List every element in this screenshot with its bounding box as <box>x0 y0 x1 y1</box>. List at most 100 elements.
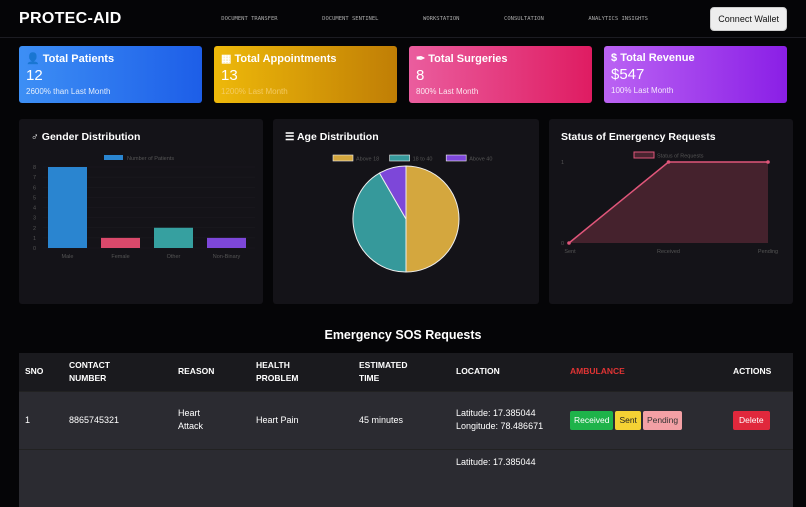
col-ambulance: AMBULANCE <box>570 366 625 377</box>
legend-label: 18 to 40 <box>413 157 433 163</box>
legend-label: Number of Patients <box>127 156 174 162</box>
legend-label: Status of Requests <box>657 154 704 160</box>
pie-slice <box>352 172 407 273</box>
cake-icon: ☰ <box>285 131 295 143</box>
gender-icon: ♂ <box>31 131 39 143</box>
pending-button[interactable]: Pending <box>642 410 683 430</box>
y-tick-label: 1 <box>561 160 564 166</box>
data-point <box>567 241 571 245</box>
area-fill <box>569 162 768 243</box>
table-row: 1 8865745321 Heart Attack Heart Pain 45 … <box>19 390 793 449</box>
col-contact: CONTACT NUMBER <box>69 359 110 383</box>
panel-title: Gender Distribution <box>41 131 141 143</box>
legend-swatch <box>633 151 655 159</box>
x-tick-label: Female <box>111 254 129 260</box>
y-tick-label: 6 <box>33 185 36 191</box>
cell-time: 45 minutes <box>353 390 450 449</box>
card-total-revenue: $ Total Revenue $547 100% Last Month <box>604 46 787 103</box>
y-tick-label: 0 <box>33 246 36 252</box>
age-panel: ☰ Age Distribution Above 18 18 to 40 Above… <box>273 119 539 304</box>
x-tick-label: Pending <box>758 249 778 255</box>
col-estimated-time: ESTIMATED TIME <box>359 359 408 383</box>
legend-swatch <box>104 155 123 160</box>
x-tick-label: Non-Binary <box>213 254 241 260</box>
col-actions: ACTIONS <box>733 366 772 377</box>
calendar-icon: ▦ <box>221 53 232 65</box>
pie-slice <box>378 165 407 221</box>
col-sno: SNO <box>25 366 44 377</box>
y-tick-label: 1 <box>33 236 36 242</box>
legend-swatch <box>389 154 410 162</box>
status-panel: Status of Emergency Requests Status of R… <box>549 119 793 304</box>
card-total-patients: 👤 Total Patients 12 2600% than Last Mont… <box>19 46 202 103</box>
data-point <box>666 160 671 164</box>
status-chart: Status of Requests 0 1 Sent Received Pending <box>561 151 778 255</box>
nav-analytics-insights[interactable]: Analytics Insights <box>588 15 648 22</box>
card-sub: 1200% Last Month <box>221 87 288 96</box>
nav-consultation[interactable]: Consultation <box>504 15 544 22</box>
table-row: Latitude: 17.385044 <box>19 448 793 507</box>
sos-table: SNO CONTACT NUMBER REASON HEALTH PROBLEM… <box>19 353 793 507</box>
panel-title: Status of Emergency Requests <box>561 131 716 143</box>
cell-ambulance: Received Sent Pending <box>564 390 727 449</box>
connect-wallet-button[interactable]: Connect Wallet <box>710 6 787 31</box>
legend-swatch <box>445 154 467 162</box>
card-sub: 100% Last Month <box>611 86 674 95</box>
y-tick-label: 5 <box>33 195 36 201</box>
sent-button[interactable]: Sent <box>615 410 641 430</box>
card-title: Total Patients <box>42 53 115 65</box>
sos-title: Emergency SOS Requests <box>324 328 482 342</box>
card-value: 12 <box>26 67 43 84</box>
cell-reason: Heart Attack <box>172 390 250 449</box>
x-tick-label: Other <box>167 254 181 260</box>
cell-location: Latitude: 17.385044 Longitude: 78.486671 <box>450 390 564 449</box>
col-reason: REASON <box>178 366 215 377</box>
col-location: LOCATION <box>456 366 500 377</box>
bar <box>207 237 246 248</box>
cell-sno: 1 <box>19 390 63 449</box>
col-health-problem: HEALTH PROBLEM <box>256 359 299 383</box>
x-tick-label: Sent <box>564 249 576 255</box>
y-tick-label: 7 <box>33 175 36 181</box>
logo[interactable]: PROTEC-AID <box>19 9 122 27</box>
bar <box>101 237 140 248</box>
legend-swatch <box>332 154 354 162</box>
card-sub: 2600% than Last Month <box>26 87 111 96</box>
pie-slice <box>405 165 460 273</box>
card-title: Total Surgeries <box>428 53 508 65</box>
cell-location: Latitude: 17.385044 <box>450 448 564 507</box>
bar <box>154 227 193 248</box>
syringe-icon: ✒ <box>416 53 426 65</box>
dollar-icon: $ <box>611 52 618 64</box>
y-tick-label: 8 <box>33 165 36 171</box>
data-point <box>766 160 770 164</box>
received-button[interactable]: Received <box>570 410 614 430</box>
x-tick-label: Male <box>62 254 74 260</box>
gender-chart: Number of Patients 0 1 2 3 4 5 6 7 8 Male Female Oth… <box>33 155 255 260</box>
nav-document-sentinel[interactable]: Document Sentinel <box>322 15 379 22</box>
bar <box>48 167 87 248</box>
age-chart: Above 18 18 to 40 Above 40 <box>332 154 492 273</box>
card-title: Total Appointments <box>234 53 337 65</box>
card-title: Total Revenue <box>620 52 695 64</box>
latitude: Latitude: 17.385044 <box>456 456 536 467</box>
legend-label: Above 40 <box>469 157 492 163</box>
card-total-appointments: ▦ Total Appointments 13 1200% Last Month <box>214 46 397 103</box>
nav-document-transfer[interactable]: Document Transfer <box>221 15 278 22</box>
gender-panel: ♂ Gender Distribution Number of Patients… <box>19 119 263 304</box>
panel-title: Age Distribution <box>296 131 379 143</box>
card-sub: 800% Last Month <box>416 87 479 96</box>
y-tick-label: 3 <box>33 216 36 222</box>
longitude: Longitude: 78.486671 <box>456 421 544 431</box>
card-total-surgeries: ✒ Total Surgeries 8 800% Last Month <box>409 46 592 103</box>
x-tick-label: Received <box>657 249 680 255</box>
nav-workstation[interactable]: Workstation <box>423 15 460 22</box>
delete-button[interactable]: Delete <box>733 410 770 430</box>
y-tick-label: 4 <box>33 206 36 212</box>
y-tick-label: 2 <box>33 226 36 232</box>
cell-problem: Heart Pain <box>250 390 353 449</box>
card-value: 13 <box>221 67 238 84</box>
y-tick-label: 0 <box>561 241 564 247</box>
legend-label: Above 18 <box>356 157 379 163</box>
navbar: PROTEC-AID Document Transfer Document Se… <box>0 0 806 38</box>
